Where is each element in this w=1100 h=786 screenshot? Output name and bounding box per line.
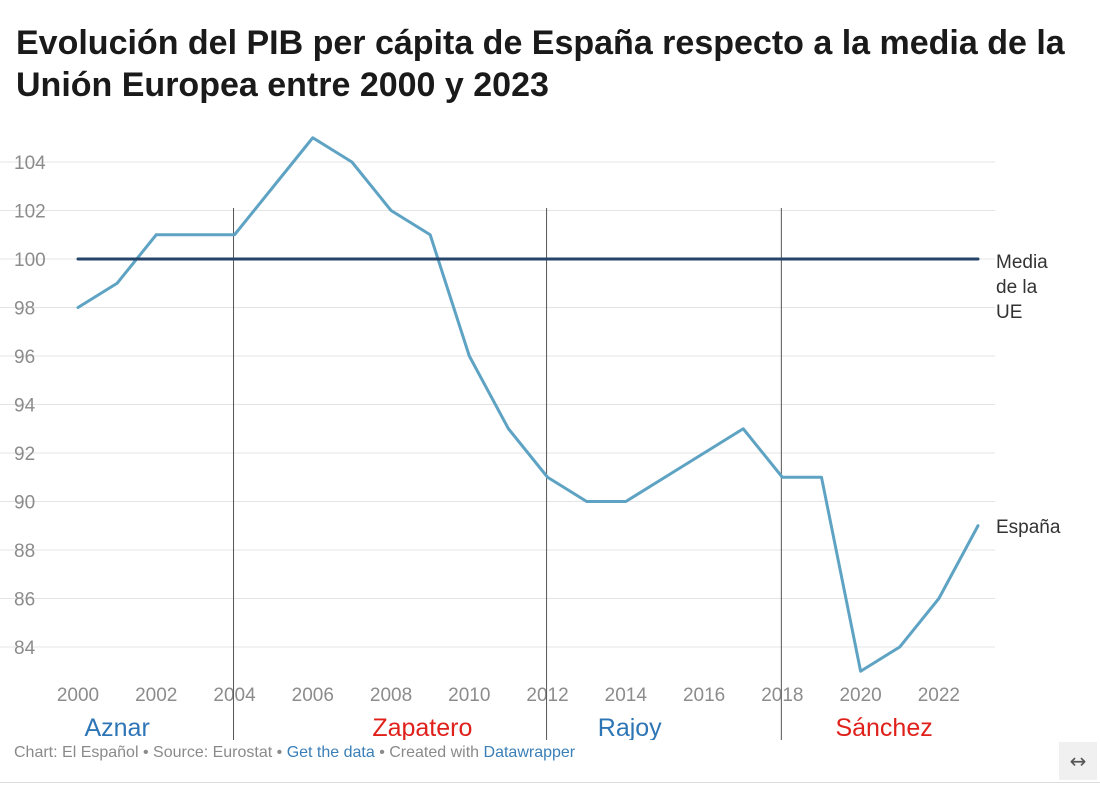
period-label-aznar: Aznar <box>84 714 149 740</box>
period-labels: Aznar Zapatero Rajoy Sánchez <box>84 714 932 740</box>
get-data-link[interactable]: Get the data <box>286 744 375 761</box>
period-label-zapatero: Zapatero <box>372 714 472 740</box>
y-tick-label: 104 <box>14 153 46 174</box>
chart-title: Evolución del PIB per cápita de España r… <box>16 24 1065 104</box>
chart-credit: Chart: El Español <box>14 744 139 761</box>
source-text: Source: Eurostat <box>153 744 273 761</box>
y-tick-label: 102 <box>14 202 46 223</box>
x-tick-label: 2006 <box>292 685 334 706</box>
grid-lines <box>0 161 995 648</box>
footer-separator: • <box>272 744 287 761</box>
series-line-espana <box>76 136 980 673</box>
period-dividers <box>233 208 782 740</box>
x-tick-label: 2022 <box>918 685 960 706</box>
footer-separator: • <box>138 744 154 761</box>
y-tick-label: 100 <box>14 250 46 271</box>
footer-separator: • <box>374 744 390 761</box>
x-tick-label: 2002 <box>135 685 177 706</box>
period-label-sánchez: Sánchez <box>835 714 932 740</box>
series-label-media-ue: Media <box>996 252 1048 273</box>
x-tick-label: 2010 <box>448 685 490 706</box>
x-tick-label: 2020 <box>839 685 881 706</box>
chart-footer: Chart: El Español • Source: Eurostat • G… <box>14 744 575 762</box>
y-tick-label: 98 <box>14 299 35 320</box>
expand-icon[interactable]: ↔ <box>1059 742 1097 780</box>
x-axis-ticks: 2000 2002 2004 2006 2008 2010 2012 2014 2016 2018… <box>57 685 960 706</box>
y-tick-label: 94 <box>14 396 36 417</box>
series-labels: España Media de la UE <box>996 252 1061 538</box>
series-label-media-ue: de la <box>996 277 1038 298</box>
y-tick-label: 86 <box>14 590 35 611</box>
series-lines <box>76 136 980 673</box>
created-with-text: Created with <box>389 744 484 761</box>
x-tick-label: 2008 <box>370 685 412 706</box>
y-tick-label: 90 <box>14 493 35 514</box>
series-label-media-ue: UE <box>996 302 1022 323</box>
x-tick-label: 2018 <box>761 685 803 706</box>
datawrapper-link[interactable]: Datawrapper <box>483 744 576 761</box>
period-label-rajoy: Rajoy <box>598 714 662 740</box>
y-tick-label: 96 <box>14 347 35 368</box>
y-tick-label: 88 <box>14 541 35 562</box>
x-tick-label: 2000 <box>57 685 99 706</box>
bottom-divider <box>0 782 1100 783</box>
x-tick-label: 2016 <box>683 685 725 706</box>
series-label-espana: España <box>996 517 1061 538</box>
y-tick-label: 92 <box>14 444 35 465</box>
x-tick-label: 2004 <box>213 685 256 706</box>
x-tick-label: 2014 <box>605 685 648 706</box>
x-tick-label: 2012 <box>526 685 568 706</box>
y-axis-ticks: 104 102 100 98 96 94 92 90 88 86 84 <box>14 153 46 659</box>
y-tick-label: 84 <box>14 638 36 659</box>
